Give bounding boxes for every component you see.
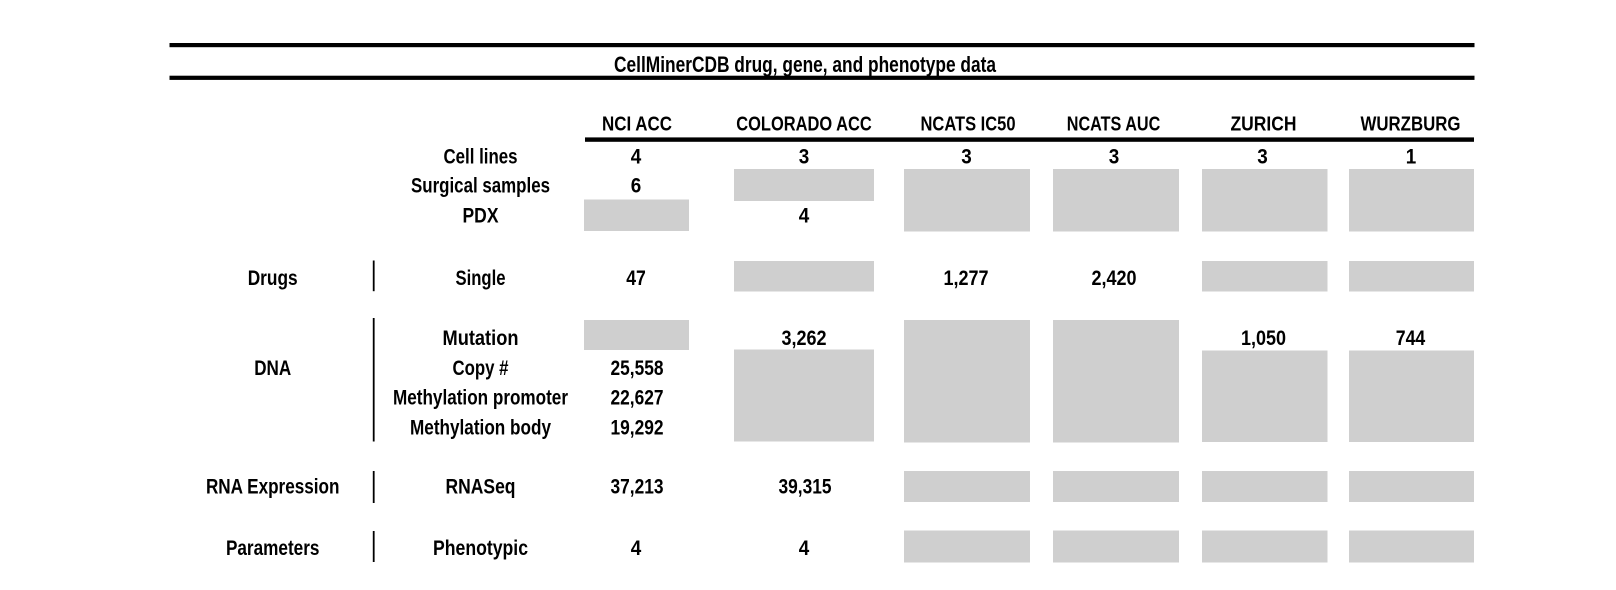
- svg-text:Methylation promoter: Methylation promoter: [393, 387, 568, 410]
- svg-text:Phenotypic: Phenotypic: [433, 537, 528, 560]
- svg-text:PDX: PDX: [463, 205, 499, 228]
- svg-text:3: 3: [799, 146, 810, 169]
- svg-text:WURZBURG: WURZBURG: [1361, 114, 1461, 136]
- svg-text:RNASeq: RNASeq: [446, 476, 516, 499]
- svg-text:CellMinerCDB drug, gene, and p: CellMinerCDB drug, gene, and phenotype d…: [614, 52, 996, 77]
- svg-text:1: 1: [1406, 146, 1417, 169]
- svg-text:47: 47: [626, 267, 646, 290]
- svg-text:2,420: 2,420: [1092, 267, 1137, 290]
- svg-text:4: 4: [631, 146, 642, 169]
- svg-text:6: 6: [631, 175, 642, 198]
- svg-text:25,558: 25,558: [611, 357, 664, 380]
- svg-text:744: 744: [1396, 327, 1426, 350]
- svg-text:4: 4: [799, 537, 810, 560]
- svg-text:1,277: 1,277: [944, 267, 989, 290]
- svg-text:ZURICH: ZURICH: [1231, 114, 1297, 136]
- svg-text:4: 4: [631, 537, 642, 560]
- svg-text:NCATS IC50: NCATS IC50: [921, 114, 1016, 136]
- svg-text:Surgical samples: Surgical samples: [411, 175, 550, 198]
- svg-text:37,213: 37,213: [611, 476, 664, 499]
- svg-text:3: 3: [961, 146, 972, 169]
- svg-text:RNA Expression: RNA Expression: [206, 476, 340, 499]
- svg-text:NCI ACC: NCI ACC: [602, 114, 672, 136]
- svg-text:4: 4: [799, 205, 810, 228]
- svg-text:Methylation body: Methylation body: [410, 416, 551, 439]
- svg-text:COLORADO ACC: COLORADO ACC: [736, 114, 872, 136]
- svg-text:Mutation: Mutation: [443, 327, 519, 350]
- svg-text:3,262: 3,262: [782, 327, 827, 350]
- svg-text:DNA: DNA: [254, 357, 291, 380]
- svg-text:3: 3: [1109, 146, 1120, 169]
- svg-text:22,627: 22,627: [611, 387, 664, 410]
- svg-text:Cell lines: Cell lines: [444, 146, 518, 169]
- svg-text:3: 3: [1257, 146, 1268, 169]
- svg-text:Drugs: Drugs: [248, 267, 298, 290]
- svg-text:Copy #: Copy #: [453, 357, 509, 380]
- svg-text:Parameters: Parameters: [226, 537, 320, 560]
- svg-text:19,292: 19,292: [611, 416, 664, 439]
- svg-text:1,050: 1,050: [1241, 327, 1286, 350]
- svg-text:39,315: 39,315: [779, 476, 832, 499]
- svg-text:Single: Single: [456, 267, 506, 290]
- svg-text:NCATS AUC: NCATS AUC: [1067, 114, 1161, 136]
